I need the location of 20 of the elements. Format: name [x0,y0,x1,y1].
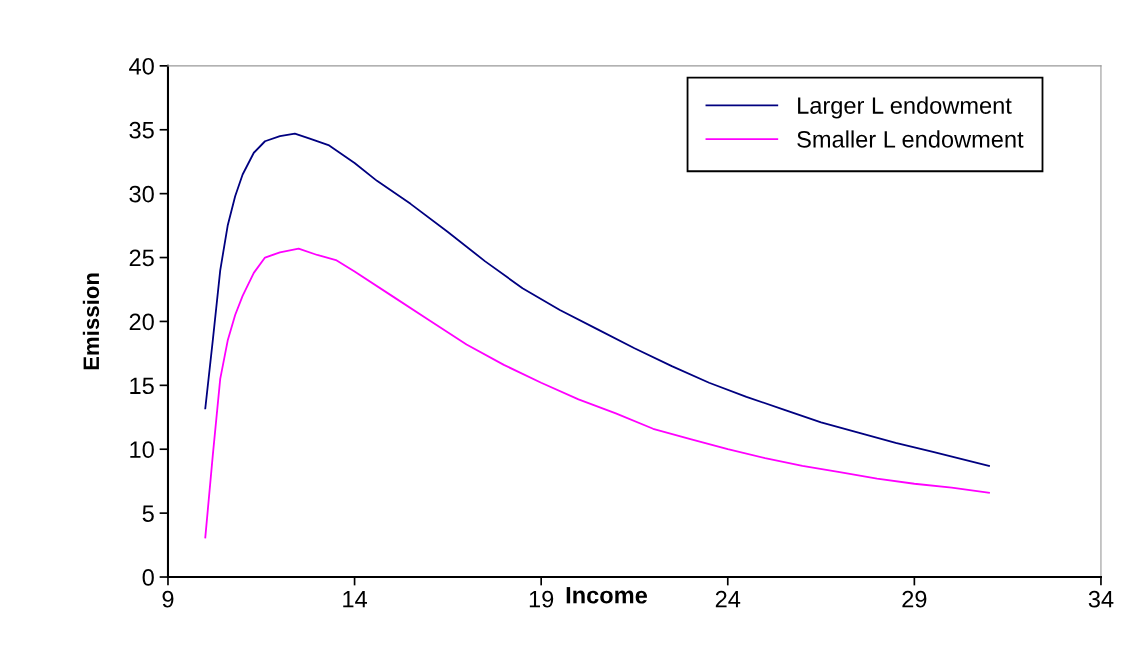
y-tick-label: 30 [129,185,154,203]
legend-label: Smaller L endowment [797,130,1024,148]
y-tick-label: 5 [142,505,154,522]
y-tick-label: 40 [129,57,154,75]
y-tick-label: 0 [142,569,154,586]
y-tick-label: 25 [129,249,154,267]
x-tick-label: 29 [902,590,927,608]
y-tick-label: 10 [130,441,154,459]
legend-label: Larger L endowment [798,96,1012,119]
y-tick-label: 15 [130,377,154,395]
x-tick-label: 24 [715,590,741,608]
x-tick-label: 19 [529,590,554,608]
x-axis-title: Income [566,587,647,604]
y-axis-title: Emission [82,273,100,370]
y-tick-label: 35 [129,121,154,139]
line-series [204,247,990,539]
x-tick-label: 34 [1088,590,1114,608]
x-tick-label: 9 [162,590,174,608]
y-tick-label: 20 [129,313,154,331]
x-tick-label: 14 [343,591,368,608]
